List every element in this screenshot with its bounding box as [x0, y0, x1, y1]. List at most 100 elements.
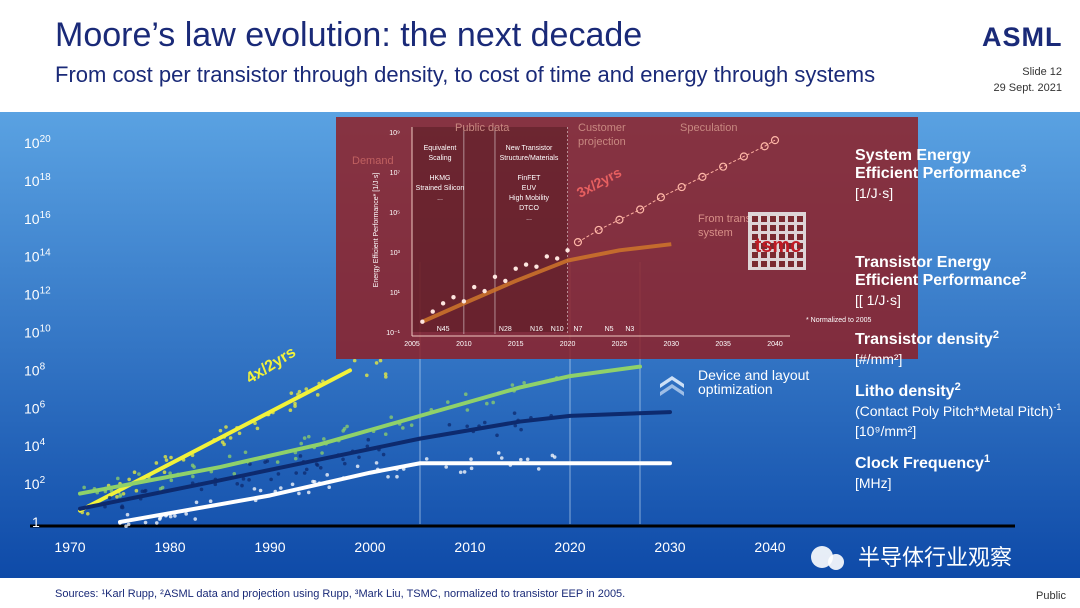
series-data-point [525, 457, 530, 462]
series-data-point [240, 483, 244, 488]
inset-data-point [482, 288, 487, 294]
slide-title: Moore’s law evolution: the next decade [55, 16, 643, 54]
series-label-title: Transistor Energy [855, 254, 991, 271]
chart-area: 1970 1980 1990 2000 2010 2020 2030 2040 1020 1018… [0, 112, 1080, 578]
x-tick-label: 2020 [554, 539, 585, 555]
series-data-point [306, 490, 311, 495]
series-data-point [191, 474, 195, 479]
series-data-point [132, 470, 137, 474]
series-data-point [357, 455, 361, 460]
series-data-point [465, 408, 470, 412]
inset-y-tick: 10⁵ [389, 210, 400, 217]
series-data-point [465, 424, 469, 429]
inset-y-tick: 10⁹ [389, 130, 400, 137]
series-data-point [86, 511, 90, 516]
series-data-point [142, 489, 147, 494]
series-label-unit: [MHz] [855, 475, 892, 491]
series-label-title: Clock Frequency1 [855, 453, 990, 472]
y-tick-label: 1020 [24, 134, 51, 151]
series-data-point [395, 474, 399, 479]
series-data-point [232, 471, 237, 476]
series-data-point [121, 491, 126, 496]
inset-node-label: N7 [573, 326, 582, 333]
series-data-point [276, 472, 281, 476]
inset-node-label: N5 [605, 326, 614, 333]
inset-region-title: Customer [578, 122, 626, 134]
series-data-point [278, 486, 283, 490]
series-line-transistor-density [78, 368, 352, 513]
tsmc-logo-cell [797, 216, 803, 222]
series-data-point [107, 495, 112, 500]
inset-region-text: Scaling [429, 155, 452, 162]
inset-footnote: * Normalized to 2005 [806, 317, 871, 324]
inset-projection-point [573, 238, 583, 247]
series-data-point [302, 471, 307, 475]
series-data-point [552, 455, 557, 459]
series-data-point [218, 428, 223, 433]
inset-region-title: Public data [455, 122, 510, 134]
series-data-point [252, 487, 257, 491]
inset-data-point [461, 299, 467, 304]
inset-y-label: Energy Efficient Performance* [1/J·s] [373, 173, 380, 288]
series-data-point [383, 372, 388, 376]
tsmc-logo-cell [770, 252, 776, 258]
inset-system-note: system [698, 227, 733, 239]
inset-data-point [420, 319, 425, 324]
inset-x-tick: 2015 [508, 341, 524, 348]
series-data-point [162, 470, 167, 475]
series-data-point [120, 505, 125, 510]
inset-transistor-eep-line [421, 242, 672, 324]
series-data-point [365, 373, 369, 378]
inset-public-data-region [412, 127, 568, 332]
series-data-point [485, 401, 489, 406]
inset-dimmed-label: Demand [352, 155, 394, 167]
series-data-point [499, 456, 504, 460]
series-data-point [168, 514, 173, 519]
inset-y-tick: 10⁷ [390, 170, 401, 177]
series-data-point [134, 488, 139, 493]
tsmc-logo-cell [761, 252, 767, 258]
tsmc-logo-cell [788, 243, 794, 249]
series-data-point [115, 494, 119, 499]
slide-number: Slide 12 [1022, 66, 1062, 78]
series-data-point [322, 437, 326, 441]
asml-logo: ASML [982, 22, 1063, 52]
inset-projection-point [656, 193, 666, 202]
series-data-point [447, 422, 452, 427]
series-data-point [536, 467, 541, 471]
inset-region-title: projection [578, 136, 626, 148]
x-tick-label: 2030 [654, 539, 685, 555]
tsmc-logo-cell [779, 252, 785, 258]
inset-data-point [503, 278, 508, 284]
series-data-point [469, 466, 474, 471]
series-data-point [222, 442, 226, 447]
series-label-unit: [10⁹/mm²] [855, 423, 916, 439]
inset-x-tick: 2040 [767, 341, 783, 348]
series-line-transistor-energy-efficient-performance [118, 461, 672, 524]
tsmc-logo-text: tsmc [755, 235, 802, 257]
optimization-label: Device and layout [698, 367, 809, 383]
series-label-title: Litho density2 [855, 381, 961, 400]
series-data-point [345, 424, 349, 429]
tsmc-logo-cell [797, 252, 803, 258]
inset-x-tick: 2025 [612, 341, 628, 348]
inset-region-text: New Transistor [506, 145, 553, 152]
y-tick-label: 102 [24, 475, 46, 492]
sources-note: Sources: ¹Karl Rupp, ²ASML data and proj… [55, 588, 626, 600]
series-data-point [224, 425, 228, 429]
series-data-point [154, 521, 159, 525]
series-data-point [519, 457, 523, 462]
inset-projection-point [770, 136, 780, 145]
series-data-point [510, 383, 515, 387]
inset-x-tick: 2030 [663, 341, 679, 348]
tsmc-logo-cell [788, 225, 794, 231]
series-data-point [444, 465, 448, 469]
series-data-point [255, 426, 260, 431]
inset-region-title: Speculation [680, 122, 738, 134]
series-data-point [82, 485, 86, 490]
slide-footer: Sources: ¹Karl Rupp, ²ASML data and proj… [0, 578, 1080, 608]
inset-region-text: ... [526, 215, 532, 222]
series-data-point [126, 522, 131, 527]
inset-node-label: N10 [551, 326, 564, 333]
x-tick-label: 1980 [154, 539, 185, 555]
